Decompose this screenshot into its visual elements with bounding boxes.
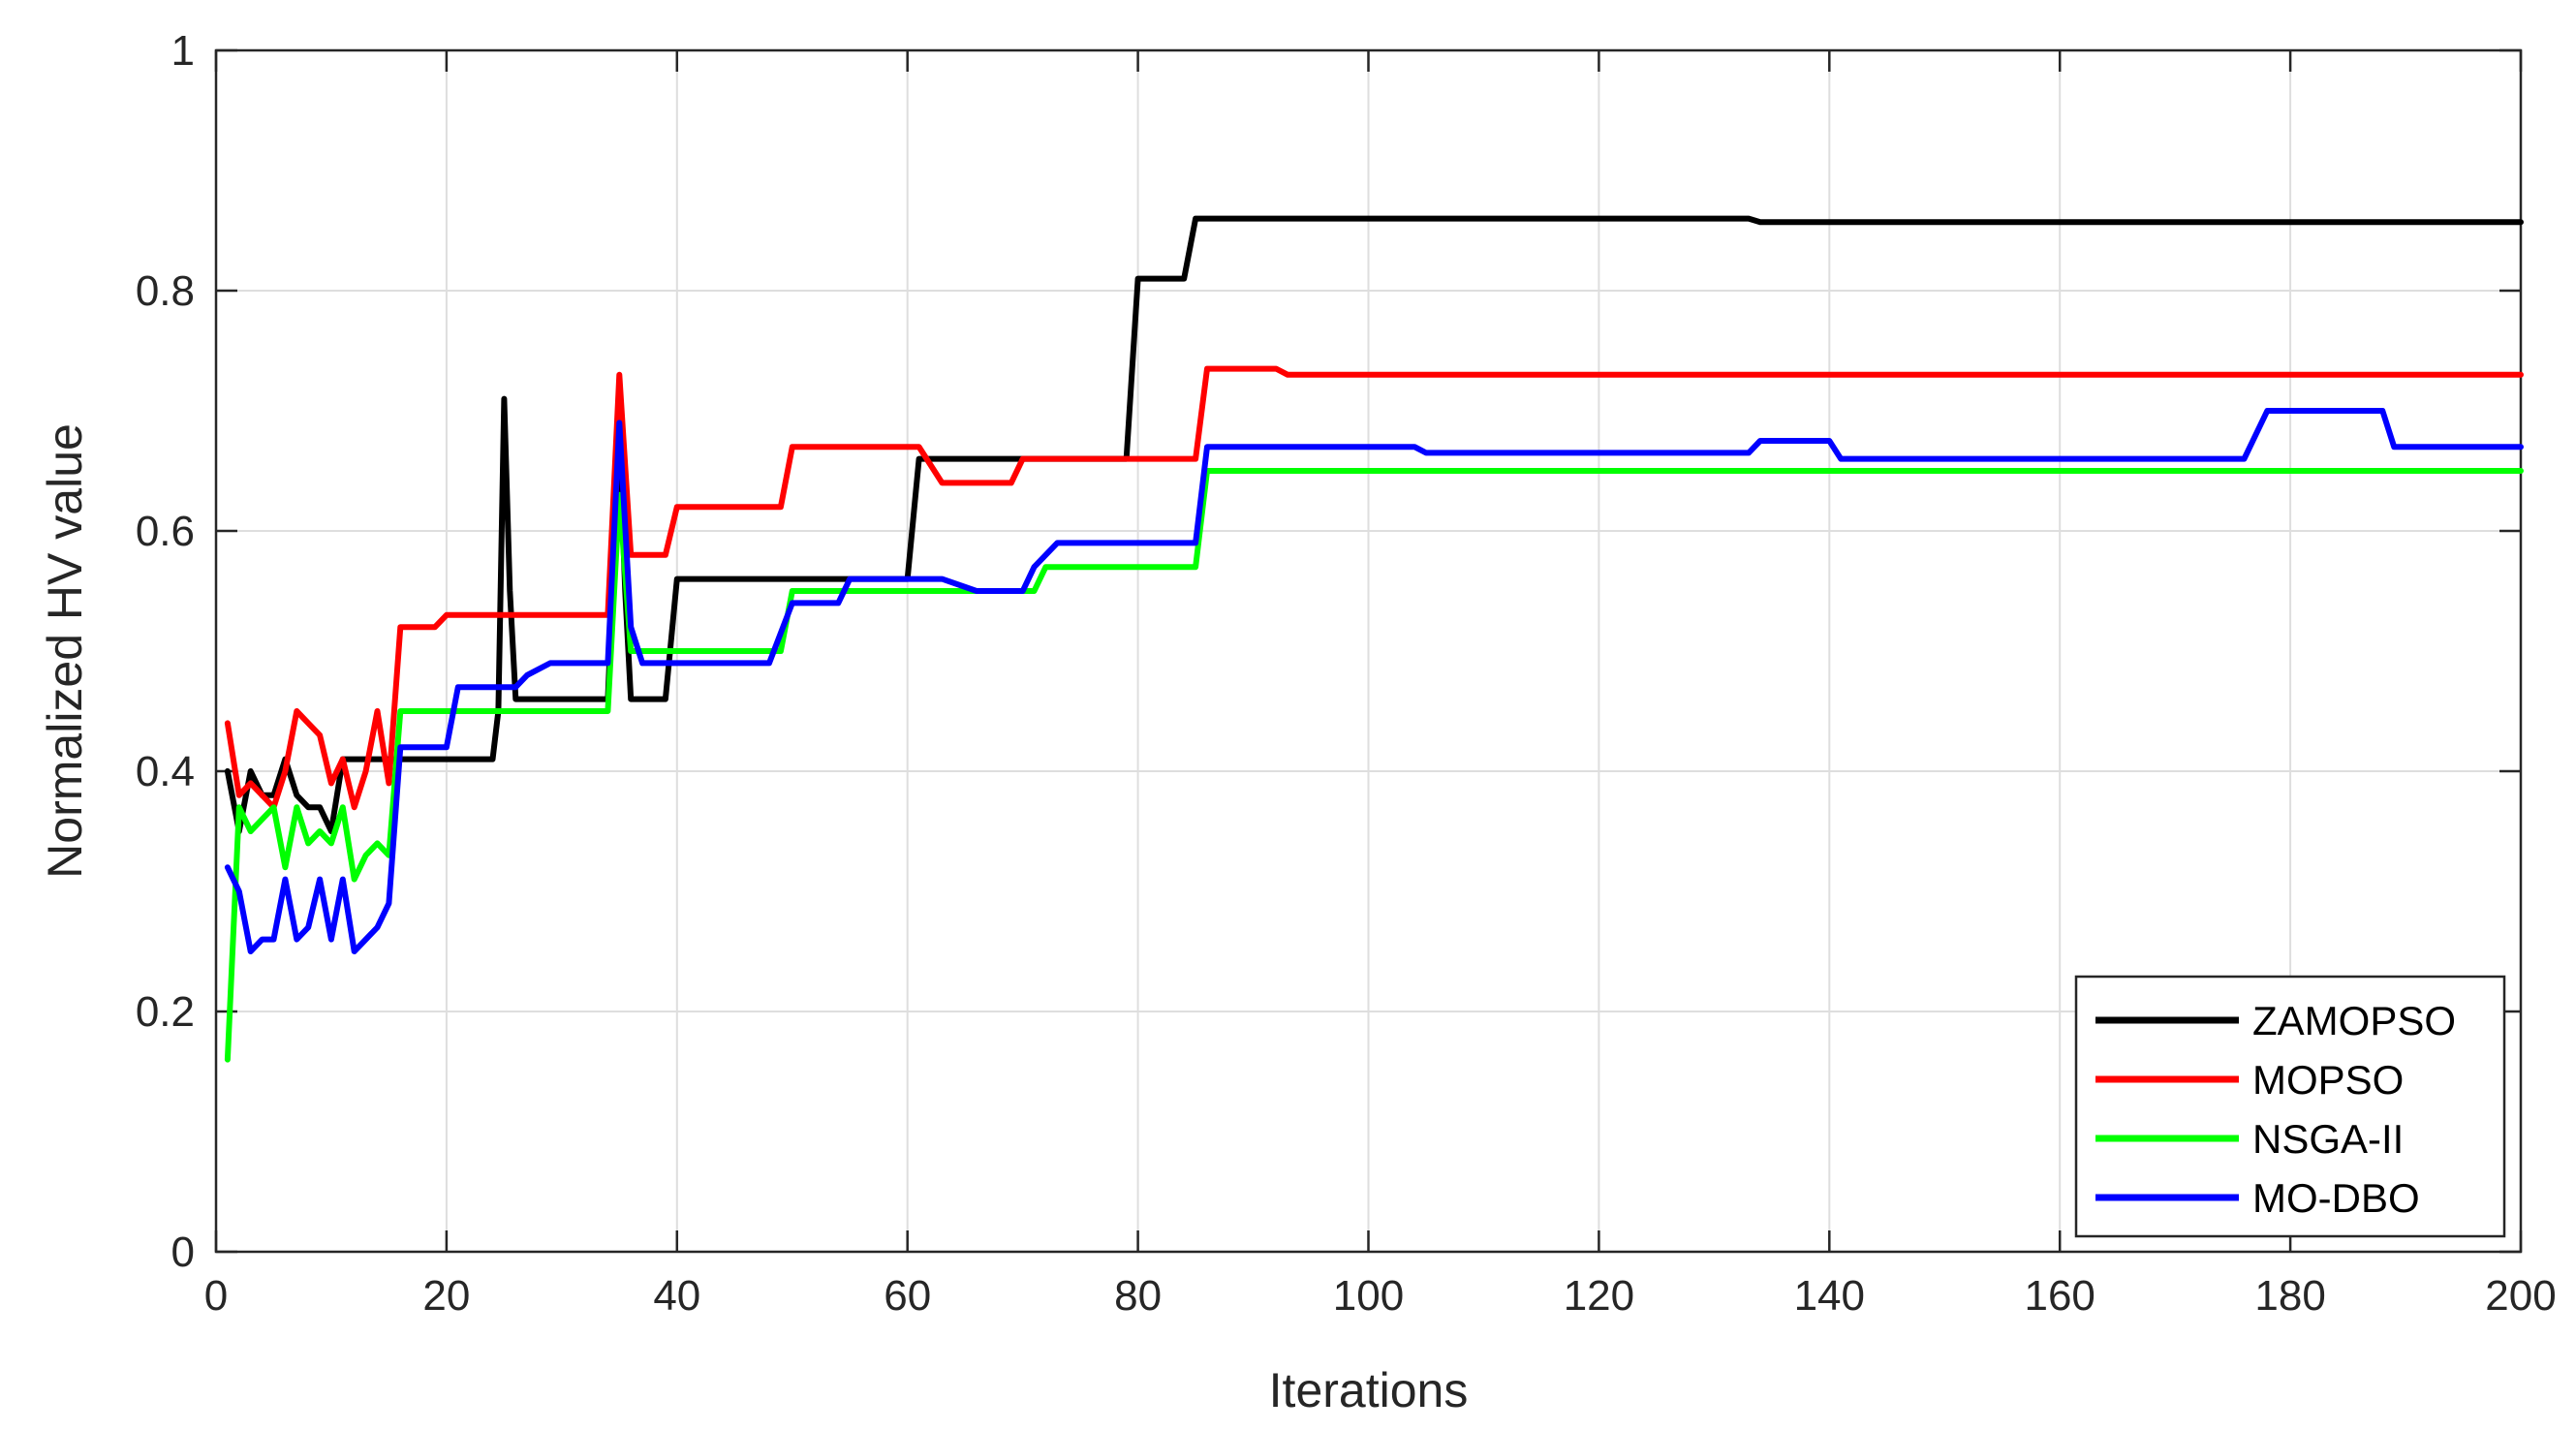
legend: ZAMOPSO MOPSO NSGA-II MO-DBO bbox=[2074, 975, 2506, 1238]
x-tick-label: 120 bbox=[1564, 1272, 1634, 1320]
y-tick-label: 1 bbox=[171, 27, 195, 75]
y-tick-label: 0.6 bbox=[136, 508, 195, 555]
series-lines bbox=[224, 215, 2524, 1063]
y-tick-label: 0 bbox=[171, 1229, 195, 1276]
series-line-mopso bbox=[224, 365, 2524, 811]
x-axis-title: Iterations bbox=[1269, 1363, 1469, 1417]
x-tick-label: 180 bbox=[2254, 1272, 2325, 1320]
x-tick-label: 60 bbox=[884, 1272, 931, 1320]
x-tick-label: 160 bbox=[2024, 1272, 2095, 1320]
series-line-mo-dbo bbox=[224, 408, 2524, 954]
x-tick-label: 40 bbox=[653, 1272, 700, 1320]
x-tick-label: 200 bbox=[2485, 1272, 2556, 1320]
legend-label: NSGA-II bbox=[2252, 1116, 2404, 1162]
x-tick-label: 80 bbox=[1114, 1272, 1162, 1320]
x-tick-label: 100 bbox=[1333, 1272, 1404, 1320]
x-tick-label: 140 bbox=[1794, 1272, 1865, 1320]
axis-ticks: 0 20 40 60 80 100 120 140 160 180 200 0 0.2 0.4 0.6 0.8… bbox=[136, 27, 2557, 1320]
y-tick-label: 0.2 bbox=[136, 988, 195, 1036]
legend-label: MOPSO bbox=[2252, 1057, 2404, 1103]
y-tick-label: 0.4 bbox=[136, 748, 195, 795]
x-tick-label: 20 bbox=[422, 1272, 470, 1320]
legend-label: ZAMOPSO bbox=[2252, 998, 2456, 1043]
y-tick-label: 0.8 bbox=[136, 267, 195, 315]
legend-label: MO-DBO bbox=[2252, 1175, 2420, 1221]
x-tick-label: 0 bbox=[204, 1272, 228, 1320]
y-axis-title: Normalized HV value bbox=[38, 423, 92, 879]
series-line-zamopso bbox=[224, 215, 2524, 834]
